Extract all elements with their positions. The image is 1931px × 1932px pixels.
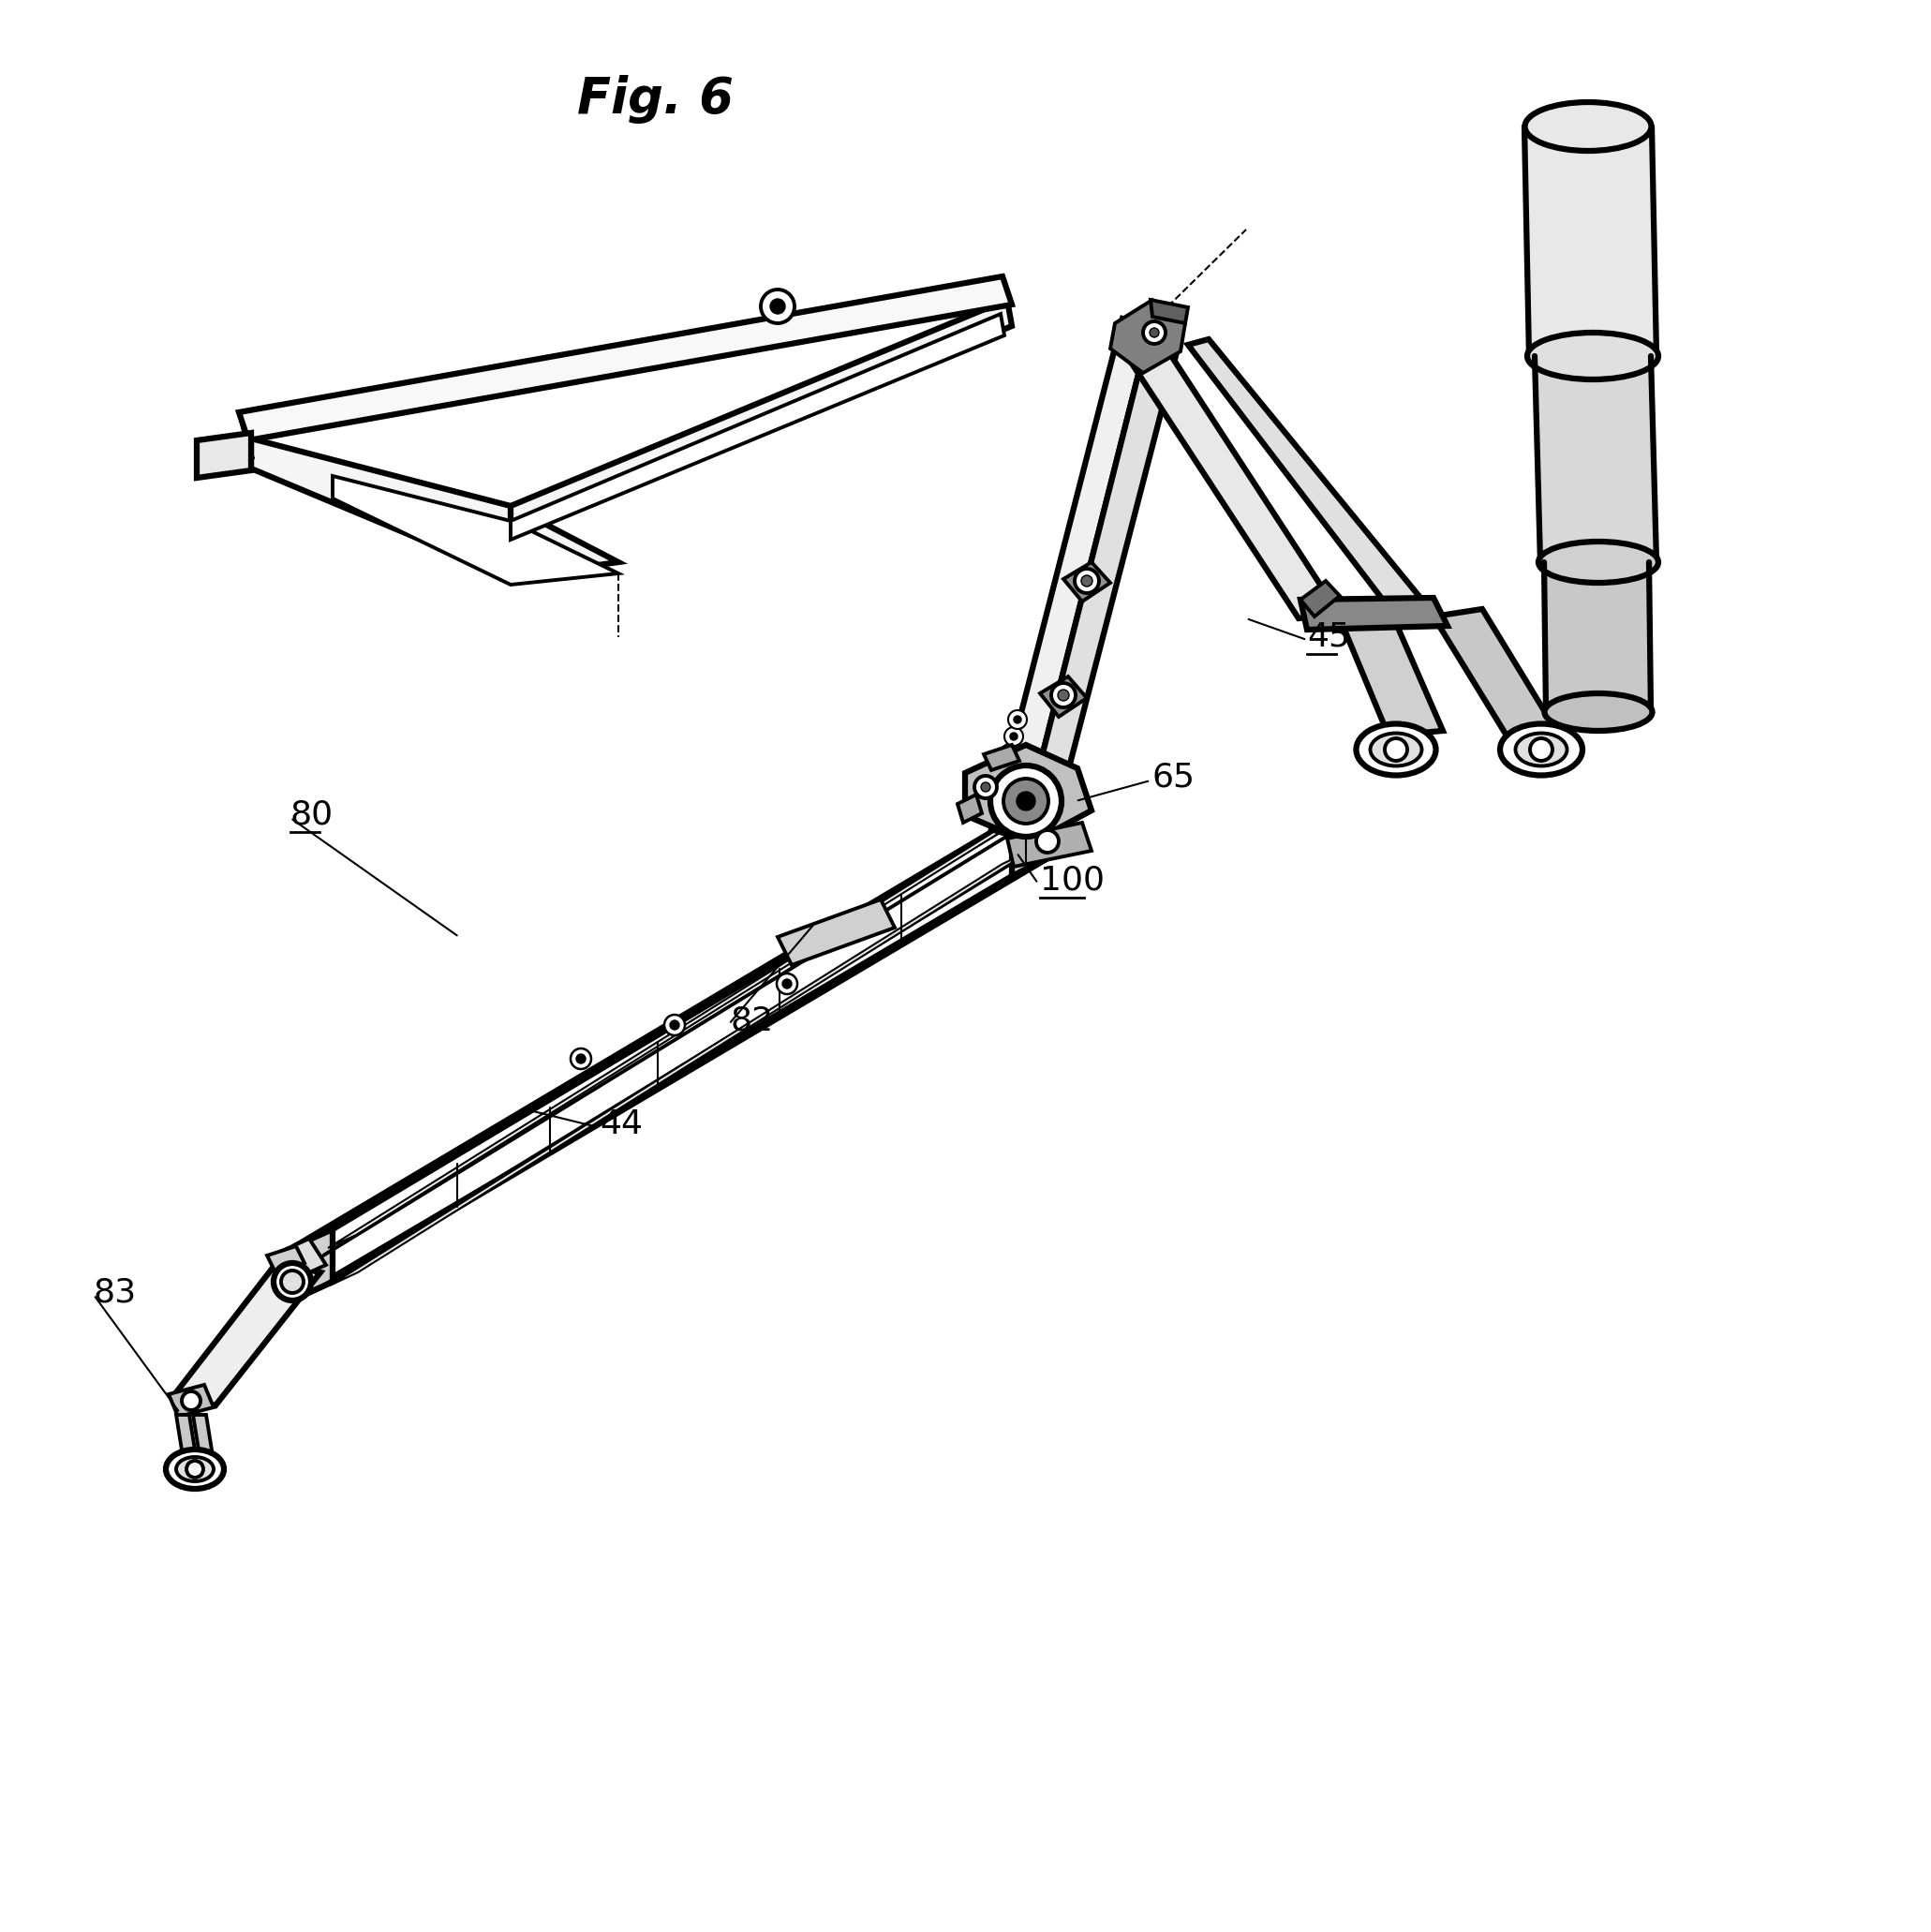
- Polygon shape: [1340, 614, 1442, 736]
- Polygon shape: [983, 746, 1020, 771]
- Circle shape: [187, 1461, 203, 1478]
- Circle shape: [1000, 744, 1020, 763]
- Circle shape: [1081, 576, 1093, 587]
- Polygon shape: [174, 1264, 321, 1405]
- Circle shape: [998, 782, 1006, 790]
- Text: 45: 45: [1307, 622, 1350, 653]
- Text: Fig. 6: Fig. 6: [577, 75, 734, 124]
- Polygon shape: [1300, 597, 1448, 630]
- Circle shape: [1004, 779, 1049, 823]
- Polygon shape: [332, 475, 618, 585]
- Circle shape: [1014, 717, 1021, 723]
- Circle shape: [1529, 738, 1553, 761]
- Text: 82: 82: [730, 1005, 774, 1037]
- Circle shape: [993, 779, 1012, 796]
- Circle shape: [274, 1264, 311, 1300]
- Polygon shape: [239, 276, 1012, 440]
- Circle shape: [782, 980, 792, 989]
- Ellipse shape: [176, 1457, 214, 1482]
- Polygon shape: [1012, 802, 1049, 875]
- Polygon shape: [1545, 562, 1651, 713]
- Polygon shape: [1041, 676, 1087, 717]
- Ellipse shape: [1500, 724, 1583, 775]
- Circle shape: [1050, 684, 1076, 707]
- Polygon shape: [510, 313, 1004, 539]
- Polygon shape: [991, 319, 1151, 838]
- Polygon shape: [295, 1229, 332, 1298]
- Circle shape: [1002, 767, 1010, 775]
- Circle shape: [1010, 732, 1018, 740]
- Circle shape: [664, 1014, 686, 1036]
- Circle shape: [761, 290, 794, 323]
- Circle shape: [1004, 726, 1023, 746]
- Polygon shape: [510, 299, 1012, 531]
- Polygon shape: [958, 794, 981, 823]
- Circle shape: [1037, 831, 1058, 852]
- Polygon shape: [176, 1414, 197, 1463]
- Circle shape: [1149, 328, 1159, 338]
- Circle shape: [1006, 750, 1014, 757]
- Text: 80: 80: [290, 800, 334, 831]
- Polygon shape: [1300, 582, 1340, 616]
- Circle shape: [1008, 711, 1027, 728]
- Ellipse shape: [1539, 541, 1659, 583]
- Polygon shape: [1188, 340, 1433, 614]
- Polygon shape: [193, 1414, 214, 1463]
- Circle shape: [182, 1391, 201, 1410]
- Circle shape: [670, 1020, 680, 1030]
- Polygon shape: [272, 1238, 326, 1281]
- Ellipse shape: [1516, 732, 1566, 765]
- Circle shape: [1058, 690, 1070, 701]
- Ellipse shape: [1356, 724, 1437, 775]
- Ellipse shape: [1525, 102, 1651, 151]
- Circle shape: [991, 765, 1062, 837]
- Polygon shape: [1524, 126, 1657, 355]
- Circle shape: [981, 782, 991, 792]
- Polygon shape: [985, 777, 1066, 840]
- Polygon shape: [297, 858, 1049, 1298]
- Circle shape: [1076, 568, 1099, 593]
- Polygon shape: [1151, 299, 1188, 323]
- Text: 44: 44: [601, 1109, 643, 1140]
- Polygon shape: [1064, 562, 1110, 601]
- Circle shape: [770, 299, 786, 313]
- Polygon shape: [328, 813, 1031, 1248]
- Ellipse shape: [1545, 694, 1653, 730]
- Polygon shape: [197, 433, 251, 477]
- Circle shape: [776, 974, 798, 995]
- Polygon shape: [1110, 299, 1186, 373]
- Polygon shape: [239, 412, 253, 460]
- Polygon shape: [1535, 355, 1657, 562]
- Text: 100: 100: [1041, 866, 1105, 896]
- Polygon shape: [1120, 330, 1340, 618]
- Ellipse shape: [1527, 332, 1659, 379]
- Polygon shape: [1021, 327, 1178, 850]
- Polygon shape: [1008, 823, 1091, 867]
- Polygon shape: [778, 900, 894, 966]
- Polygon shape: [295, 802, 1049, 1246]
- Circle shape: [575, 1055, 585, 1063]
- Polygon shape: [1433, 609, 1554, 736]
- Circle shape: [282, 1271, 303, 1293]
- Text: 65: 65: [1153, 761, 1195, 794]
- Polygon shape: [330, 850, 1031, 1285]
- Circle shape: [1143, 321, 1166, 344]
- Circle shape: [975, 777, 996, 798]
- Ellipse shape: [166, 1449, 224, 1490]
- Polygon shape: [266, 1246, 305, 1273]
- Circle shape: [1385, 738, 1408, 761]
- Polygon shape: [251, 439, 618, 578]
- Circle shape: [570, 1049, 591, 1068]
- Text: 83: 83: [95, 1277, 137, 1308]
- Circle shape: [996, 761, 1016, 779]
- Polygon shape: [966, 746, 1091, 842]
- Polygon shape: [168, 1385, 214, 1416]
- Circle shape: [1016, 792, 1035, 810]
- Ellipse shape: [1371, 732, 1421, 765]
